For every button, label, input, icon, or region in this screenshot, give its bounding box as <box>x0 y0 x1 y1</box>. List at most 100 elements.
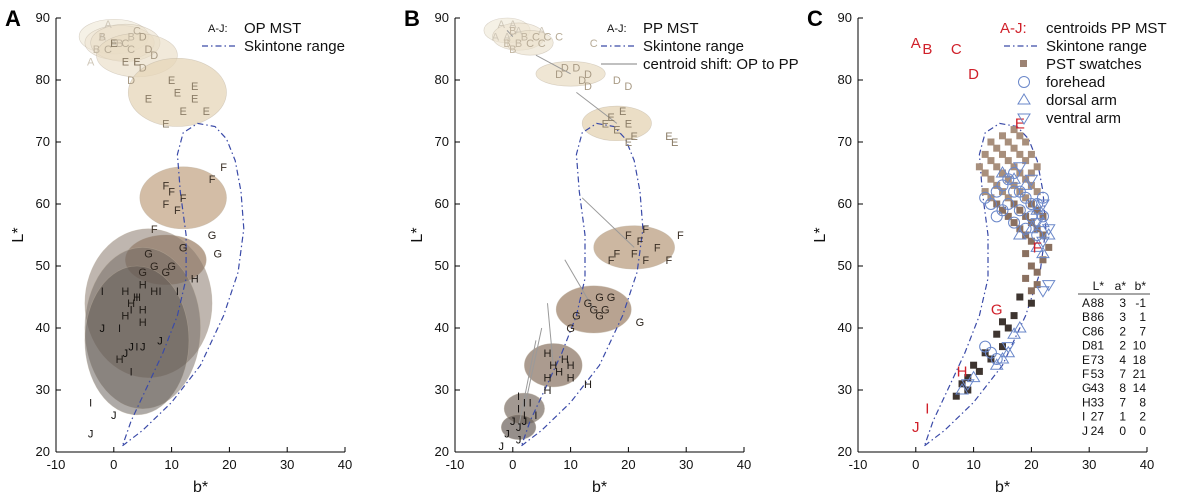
y-tick-label: 90 <box>435 10 449 25</box>
table-cell: F <box>1082 367 1089 381</box>
ventral-arm-marker <box>1036 236 1050 249</box>
table-cell: 81 <box>1091 339 1105 353</box>
data-point-f: F <box>209 174 216 186</box>
table-cell: 3 <box>1119 296 1126 310</box>
data-point-e: E <box>203 106 210 118</box>
legend-swatch-circle <box>1018 76 1030 88</box>
data-point-c: C <box>526 38 534 50</box>
pst-swatch-marker <box>1004 175 1012 183</box>
pst-swatch-marker <box>999 169 1006 177</box>
data-point-f: F <box>642 224 649 236</box>
data-point-i: I <box>89 397 92 409</box>
table-cell: 88 <box>1091 296 1105 310</box>
table-cell: D <box>1082 339 1091 353</box>
data-point-d: D <box>150 50 158 62</box>
data-point-a: A <box>503 32 511 44</box>
pst-swatch-marker <box>1010 181 1018 189</box>
y-tick-label: 70 <box>435 134 449 149</box>
data-point-b: B <box>515 38 522 50</box>
pst-swatch-marker <box>1039 256 1047 264</box>
centroid-c: C <box>951 41 962 58</box>
table-cell: 53 <box>1091 367 1105 381</box>
centroid-i: I <box>925 401 929 418</box>
data-point-d: D <box>572 63 580 75</box>
data-point-g: G <box>162 267 171 279</box>
data-point-g: G <box>601 304 610 316</box>
pst-swatch-marker <box>1016 206 1024 214</box>
data-point-h: H <box>191 273 199 285</box>
dorsal-arm-marker <box>1018 178 1033 190</box>
centroid-j: J <box>912 419 920 436</box>
table-cell: 0 <box>1139 424 1146 438</box>
pst-swatch-marker <box>987 138 995 146</box>
data-point-g: G <box>636 317 645 329</box>
y-axis-label: L* <box>10 227 27 242</box>
table-header: L* <box>1093 279 1105 293</box>
data-point-b: B <box>521 32 528 44</box>
ventral-arm-marker <box>1036 199 1050 211</box>
y-tick-label: 40 <box>435 320 449 335</box>
y-tick-label: 30 <box>435 382 449 397</box>
data-point-h: H <box>555 366 563 378</box>
data-point-a: A <box>515 25 523 37</box>
data-point-c: C <box>133 25 141 37</box>
data-point-f: F <box>654 242 661 254</box>
data-point-e: E <box>122 56 129 68</box>
centroid-shift-line <box>564 259 595 310</box>
table-cell: B <box>1082 310 1090 324</box>
dorsal-arm-marker <box>1007 172 1021 184</box>
y-tick-label: 50 <box>435 258 449 273</box>
data-point-a: A <box>498 19 506 31</box>
data-point-d: D <box>555 69 563 81</box>
table-cell: C <box>1082 324 1091 338</box>
legend-swatch-triangle-down <box>1017 113 1031 125</box>
data-point-f: F <box>613 249 620 261</box>
data-point-i: I <box>517 404 520 416</box>
pst-swatch-marker <box>975 163 983 171</box>
skintone-range-line <box>923 122 1047 448</box>
data-point-h: H <box>567 373 575 385</box>
data-point-e: E <box>602 118 609 130</box>
dorsal-arm-marker <box>995 352 1010 364</box>
legend-label: PP MST <box>643 20 699 37</box>
data-point-d: D <box>139 63 147 75</box>
y-tick-label: 80 <box>36 72 50 87</box>
pst-swatch-marker <box>981 188 989 196</box>
data-point-h: H <box>139 317 147 329</box>
data-point-h: H <box>139 280 147 292</box>
pst-swatch-marker <box>1027 169 1035 177</box>
data-point-h: H <box>544 373 552 385</box>
table-cell: E <box>1082 353 1090 367</box>
pst-swatch-marker <box>1033 163 1041 171</box>
data-point-h: H <box>139 304 147 316</box>
x-tick-label: 30 <box>280 457 294 472</box>
pst-swatch-marker <box>1033 188 1041 196</box>
x-axis-label: b* <box>592 479 607 496</box>
legend-label: PST swatches <box>1046 56 1142 73</box>
dorsal-arm-marker <box>1030 240 1045 252</box>
data-point-e: E <box>625 137 632 149</box>
data-point-g: G <box>214 249 223 261</box>
table-cell: 27 <box>1091 410 1105 424</box>
forehead-marker <box>1013 204 1026 217</box>
pst-swatch-marker <box>993 330 1001 338</box>
data-point-a: A <box>104 19 112 31</box>
y-tick-label: 30 <box>36 382 50 397</box>
data-point-j: J <box>516 422 522 434</box>
data-point-a: A <box>99 32 107 44</box>
table-cell: 1 <box>1119 410 1126 424</box>
centroid-d: D <box>968 66 979 83</box>
legend-label: centroids PP MST <box>1046 20 1167 37</box>
data-point-a: A <box>509 19 517 31</box>
y-tick-label: 30 <box>838 382 852 397</box>
centroid-b: B <box>922 41 932 58</box>
centroid-a: A <box>911 35 921 52</box>
data-point-i: I <box>523 397 526 409</box>
centroid-shift-line <box>506 30 514 37</box>
pst-swatch-marker <box>1016 150 1024 158</box>
y-tick-label: 80 <box>435 72 449 87</box>
